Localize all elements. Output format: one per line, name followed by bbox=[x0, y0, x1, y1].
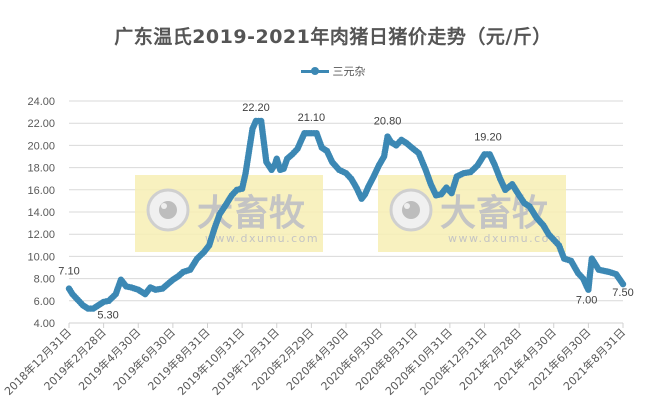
y-tick-label: 24.00 bbox=[27, 96, 55, 108]
x-tick-label: 2019年8月31日 bbox=[145, 325, 213, 393]
legend-line-marker-icon bbox=[300, 66, 329, 76]
y-tick-label: 6.00 bbox=[34, 296, 55, 308]
data-label: 5.30 bbox=[97, 310, 118, 322]
watermark-url: www.dxumu.com bbox=[205, 232, 319, 245]
x-tick-label: 2019年2月28日 bbox=[41, 325, 109, 393]
data-point-marker bbox=[619, 280, 627, 288]
legend-label: 三元杂 bbox=[332, 65, 366, 78]
x-tick-label: 2021年2月28日 bbox=[456, 325, 524, 393]
y-tick-label: 18.00 bbox=[27, 163, 55, 175]
data-label: 22.20 bbox=[242, 102, 270, 114]
x-tick-label: 2021年8月31日 bbox=[560, 325, 628, 393]
y-tick-label: 8.00 bbox=[34, 274, 55, 286]
data-label: 20.80 bbox=[374, 116, 402, 128]
x-tick-label: 2019年4月30日 bbox=[75, 325, 143, 393]
data-label: 7.50 bbox=[612, 287, 633, 299]
y-axis: 4.00 6.00 8.00 10.00 12.00 14.00 16.00 18.00 20.… bbox=[27, 96, 55, 330]
y-tick-label: 22.00 bbox=[27, 118, 55, 130]
data-label: 7.00 bbox=[576, 295, 597, 307]
y-tick-label: 20.00 bbox=[27, 140, 55, 152]
x-tick-label: 2021年4月30日 bbox=[491, 325, 559, 393]
data-label: 21.10 bbox=[298, 112, 326, 124]
legend: 三元杂 bbox=[0, 63, 666, 79]
x-tick-label: 2021年6月30日 bbox=[526, 325, 594, 393]
y-tick-label: 10.00 bbox=[27, 251, 55, 263]
data-label: 7.10 bbox=[58, 266, 79, 278]
x-axis: 2018年12月31日2019年2月28日2019年4月30日2019年6月30… bbox=[1, 323, 628, 398]
data-label: 19.20 bbox=[474, 131, 502, 143]
x-tick-label: 2019年6月30日 bbox=[110, 325, 178, 393]
data-labels: 7.10 5.30 22.20 21.10 20.80 19.20 7.00 7.50 bbox=[58, 102, 633, 322]
y-tick-label: 16.00 bbox=[27, 185, 55, 197]
y-tick-label: 4.00 bbox=[34, 318, 55, 330]
y-tick-label: 14.00 bbox=[27, 207, 55, 219]
chart-title: 广东温氏2019-2021年肉猪日猪价走势（元/斤） bbox=[114, 26, 552, 48]
x-tick-label: 2020年4月30日 bbox=[283, 325, 351, 393]
series-line bbox=[65, 117, 627, 312]
x-tick-label: 2020年6月30日 bbox=[318, 325, 386, 393]
watermark-url: www.dxumu.com bbox=[448, 232, 562, 245]
y-tick-label: 12.00 bbox=[27, 229, 55, 241]
x-tick-label: 2020年8月31日 bbox=[352, 325, 420, 393]
x-tick-label: 2020年2月29日 bbox=[249, 325, 317, 393]
